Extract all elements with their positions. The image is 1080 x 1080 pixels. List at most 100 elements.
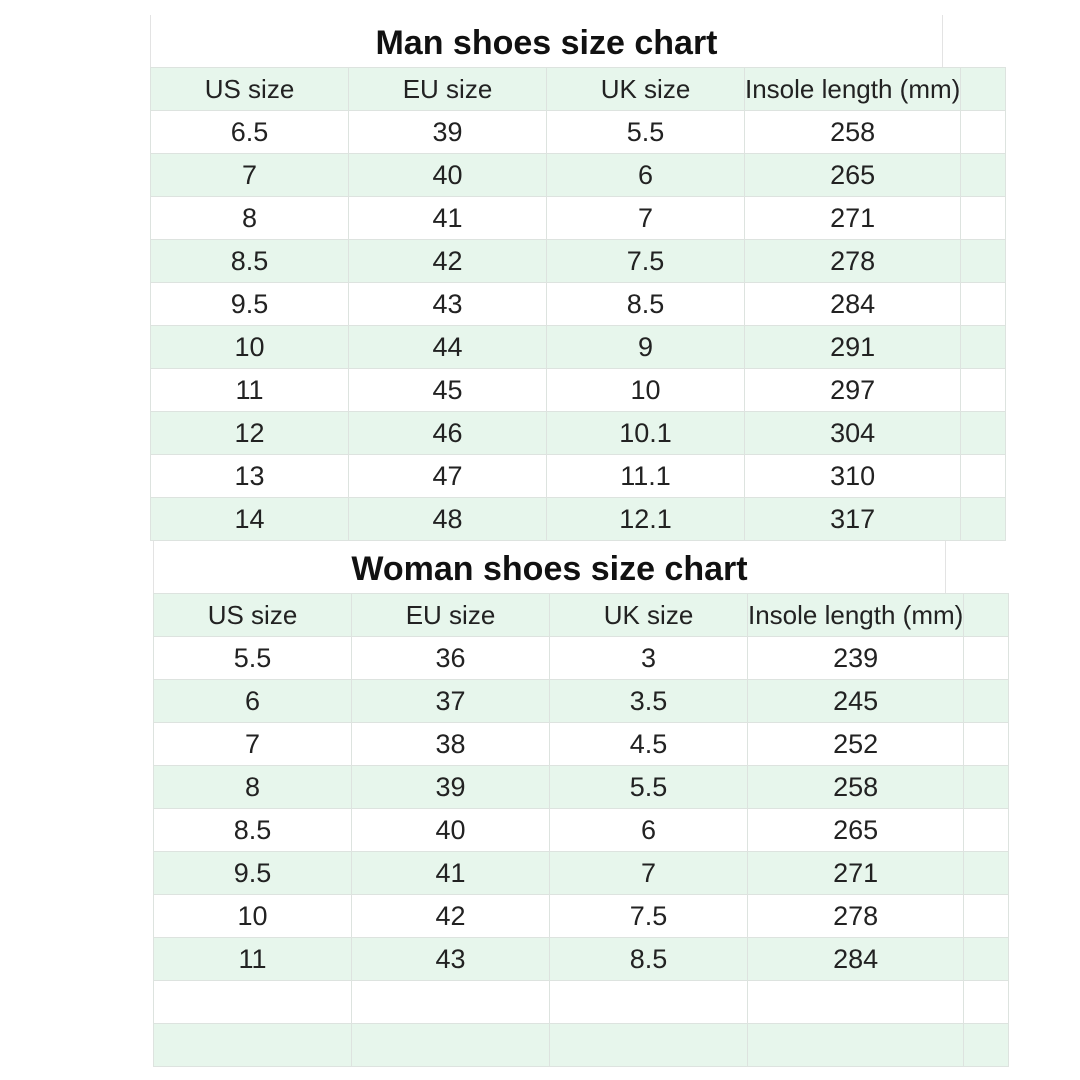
column-header: UK size bbox=[546, 67, 745, 111]
column-header: US size bbox=[150, 67, 349, 111]
table-cell bbox=[153, 980, 352, 1024]
header-row: US size EU size UK size Insole length (mm) bbox=[150, 67, 1007, 111]
woman-chart-title: Woman shoes size chart bbox=[153, 541, 946, 593]
empty-cell bbox=[963, 679, 1010, 723]
empty-cell bbox=[960, 110, 1007, 154]
table-cell: 7 bbox=[549, 851, 748, 895]
table-cell: 310 bbox=[743, 454, 962, 498]
table-cell: 10.1 bbox=[546, 411, 745, 455]
header-row: US size EU size UK size Insole length (mm) bbox=[153, 593, 1010, 637]
table-cell: 45 bbox=[348, 368, 547, 412]
table-cell: 39 bbox=[351, 765, 550, 809]
column-header: EU size bbox=[351, 593, 550, 637]
table-cell: 7 bbox=[150, 153, 349, 197]
empty-cell bbox=[960, 239, 1007, 283]
empty-cell bbox=[960, 454, 1007, 498]
table-cell: 278 bbox=[746, 894, 965, 938]
table-cell: 8 bbox=[150, 196, 349, 240]
table-row: 11 45 10 297 bbox=[150, 368, 1007, 412]
table-cell: 11 bbox=[150, 368, 349, 412]
empty-cell bbox=[963, 636, 1010, 680]
table-cell: 4.5 bbox=[549, 722, 748, 766]
table-cell: 239 bbox=[746, 636, 965, 680]
table-cell: 8.5 bbox=[549, 937, 748, 981]
table-cell: 14 bbox=[150, 497, 349, 541]
man-chart-title: Man shoes size chart bbox=[150, 15, 943, 67]
table-cell: 43 bbox=[348, 282, 547, 326]
table-cell: 317 bbox=[743, 497, 962, 541]
table-cell: 291 bbox=[743, 325, 962, 369]
table-row: 7 40 6 265 bbox=[150, 153, 1007, 197]
column-header: UK size bbox=[549, 593, 748, 637]
table-cell: 13 bbox=[150, 454, 349, 498]
table-cell: 10 bbox=[153, 894, 352, 938]
table-cell: 245 bbox=[746, 679, 965, 723]
man-size-chart: Man shoes size chart US size EU size UK si… bbox=[150, 15, 1007, 541]
table-cell: 46 bbox=[348, 411, 547, 455]
man-size-table: US size EU size UK size Insole length (mm) 6… bbox=[150, 67, 1007, 541]
table-cell: 5.5 bbox=[546, 110, 745, 154]
table-cell: 40 bbox=[348, 153, 547, 197]
table-cell bbox=[351, 1023, 550, 1067]
table-cell: 5.5 bbox=[549, 765, 748, 809]
empty-cell bbox=[963, 722, 1010, 766]
empty-cell bbox=[960, 411, 1007, 455]
table-cell bbox=[746, 1023, 965, 1067]
table-cell: 258 bbox=[743, 110, 962, 154]
empty-cell bbox=[960, 67, 1007, 111]
table-cell: 278 bbox=[743, 239, 962, 283]
table-cell: 284 bbox=[746, 937, 965, 981]
table-cell: 48 bbox=[348, 497, 547, 541]
empty-cell bbox=[963, 765, 1010, 809]
table-cell: 271 bbox=[743, 196, 962, 240]
table-row: 6.5 39 5.5 258 bbox=[150, 110, 1007, 154]
table-cell: 297 bbox=[743, 368, 962, 412]
table-cell: 6 bbox=[546, 153, 745, 197]
table-cell: 39 bbox=[348, 110, 547, 154]
table-cell: 38 bbox=[351, 722, 550, 766]
table-row: 8 39 5.5 258 bbox=[153, 765, 1010, 809]
table-cell: 8.5 bbox=[150, 239, 349, 283]
table-cell bbox=[351, 980, 550, 1024]
table-cell: 12.1 bbox=[546, 497, 745, 541]
table-cell: 284 bbox=[743, 282, 962, 326]
table-cell bbox=[549, 980, 748, 1024]
table-cell: 7 bbox=[546, 196, 745, 240]
table-cell: 41 bbox=[348, 196, 547, 240]
column-header: EU size bbox=[348, 67, 547, 111]
table-cell: 6.5 bbox=[150, 110, 349, 154]
table-cell bbox=[746, 980, 965, 1024]
table-cell: 37 bbox=[351, 679, 550, 723]
table-row: 14 48 12.1 317 bbox=[150, 497, 1007, 541]
table-cell: 8 bbox=[153, 765, 352, 809]
empty-cell bbox=[960, 153, 1007, 197]
table-cell: 42 bbox=[348, 239, 547, 283]
empty-cell bbox=[963, 808, 1010, 852]
empty-cell bbox=[963, 894, 1010, 938]
table-cell: 11.1 bbox=[546, 454, 745, 498]
table-cell: 42 bbox=[351, 894, 550, 938]
empty-cell bbox=[963, 980, 1010, 1024]
column-header: US size bbox=[153, 593, 352, 637]
table-cell: 11 bbox=[153, 937, 352, 981]
table-row: 10 42 7.5 278 bbox=[153, 894, 1010, 938]
table-cell: 258 bbox=[746, 765, 965, 809]
table-row: 11 43 8.5 284 bbox=[153, 937, 1010, 981]
empty-cell bbox=[960, 282, 1007, 326]
table-cell: 44 bbox=[348, 325, 547, 369]
table-cell: 252 bbox=[746, 722, 965, 766]
table-row: 9.5 43 8.5 284 bbox=[150, 282, 1007, 326]
table-cell: 9.5 bbox=[150, 282, 349, 326]
table-row: 6 37 3.5 245 bbox=[153, 679, 1010, 723]
table-row bbox=[153, 980, 1010, 1024]
table-cell: 6 bbox=[153, 679, 352, 723]
table-cell: 265 bbox=[743, 153, 962, 197]
table-cell: 7.5 bbox=[546, 239, 745, 283]
table-cell: 265 bbox=[746, 808, 965, 852]
empty-cell bbox=[960, 196, 1007, 240]
table-row: 7 38 4.5 252 bbox=[153, 722, 1010, 766]
column-header: Insole length (mm) bbox=[746, 593, 965, 637]
woman-size-chart: Woman shoes size chart US size EU size UK … bbox=[153, 541, 1010, 1067]
table-cell: 9.5 bbox=[153, 851, 352, 895]
table-cell: 36 bbox=[351, 636, 550, 680]
